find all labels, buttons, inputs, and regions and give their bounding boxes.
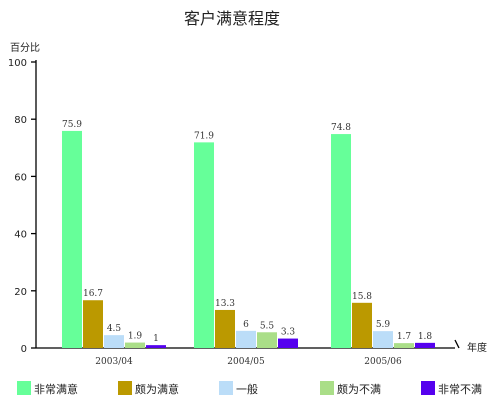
legend-swatch [421, 381, 435, 395]
y-tick-label: 40 [14, 230, 27, 241]
x-axis-end-tick [454, 339, 460, 349]
legend-label: 一般 [236, 383, 258, 396]
y-tick-label: 0 [21, 344, 27, 355]
legend-swatch [118, 381, 132, 395]
legend-label: 非常满意 [34, 382, 78, 396]
legend-item: 一般 [219, 381, 258, 396]
x-tick-label: 2003/04 [95, 357, 133, 367]
legend-item: 颇为不满 [320, 381, 381, 396]
legend-swatch [17, 381, 31, 395]
bar [415, 342, 435, 348]
bar [257, 332, 277, 348]
data-label: 74.8 [331, 123, 351, 133]
legend-swatch [320, 381, 334, 395]
data-label: 4.5 [107, 324, 122, 334]
legend-label: 颇为满意 [135, 382, 179, 396]
bar [352, 302, 372, 348]
y-tick-label: 100 [8, 58, 27, 69]
bar-groups: 75.9 16.7 4.5 1.9 1 2003/04 71.9 13.3 6 5.5 3.3 200… [62, 120, 435, 367]
bar [194, 142, 214, 348]
bar [278, 338, 298, 348]
data-label: 1.9 [128, 332, 143, 342]
data-label: 5.5 [260, 321, 275, 331]
bar [236, 330, 256, 348]
bar [215, 309, 235, 348]
legend-label: 颇为不满 [337, 382, 381, 396]
data-label: 3.3 [281, 328, 296, 338]
legend-item: 颇为满意 [118, 381, 179, 396]
bar [394, 343, 414, 348]
chart-title: 客户满意程度 [184, 9, 280, 28]
legend-swatch [219, 381, 233, 395]
data-label: 1.8 [418, 332, 433, 342]
y-tick-label: 20 [14, 287, 27, 298]
y-tick-label: 80 [14, 115, 27, 126]
data-label: 6 [243, 320, 249, 330]
y-axis-ticks: 0 20 40 60 80 100 [8, 58, 36, 355]
data-label: 1.7 [397, 332, 412, 342]
legend-label: 非常不满 [438, 383, 482, 396]
bar [62, 130, 82, 348]
x-axis-unit-label: 年度 [467, 341, 487, 354]
bar [146, 345, 166, 348]
bar [125, 342, 145, 348]
data-label: 13.3 [215, 299, 235, 309]
bar [83, 300, 103, 348]
data-label: 16.7 [83, 289, 103, 299]
x-tick-label: 2004/05 [227, 357, 265, 367]
data-label: 1 [153, 334, 159, 344]
bar [373, 331, 393, 348]
bar [331, 134, 351, 348]
y-axis-unit-label: 百分比 [10, 42, 40, 54]
legend-item: 非常满意 [17, 381, 78, 396]
bar-group: 71.9 13.3 6 5.5 3.3 2004/05 [194, 131, 298, 367]
bar-group: 74.8 15.8 5.9 1.7 1.8 2005/06 [331, 123, 435, 367]
y-tick-label: 60 [14, 172, 27, 183]
x-tick-label: 2005/06 [364, 357, 402, 367]
bar [104, 335, 124, 348]
data-label: 15.8 [352, 292, 372, 302]
legend: 非常满意 颇为满意 一般 颇为不满 非常不满 [17, 381, 482, 396]
bar-group: 75.9 16.7 4.5 1.9 1 2003/04 [62, 120, 166, 367]
legend-item: 非常不满 [421, 381, 482, 396]
data-label: 75.9 [62, 120, 82, 130]
data-label: 5.9 [376, 320, 391, 330]
data-label: 71.9 [194, 131, 214, 141]
